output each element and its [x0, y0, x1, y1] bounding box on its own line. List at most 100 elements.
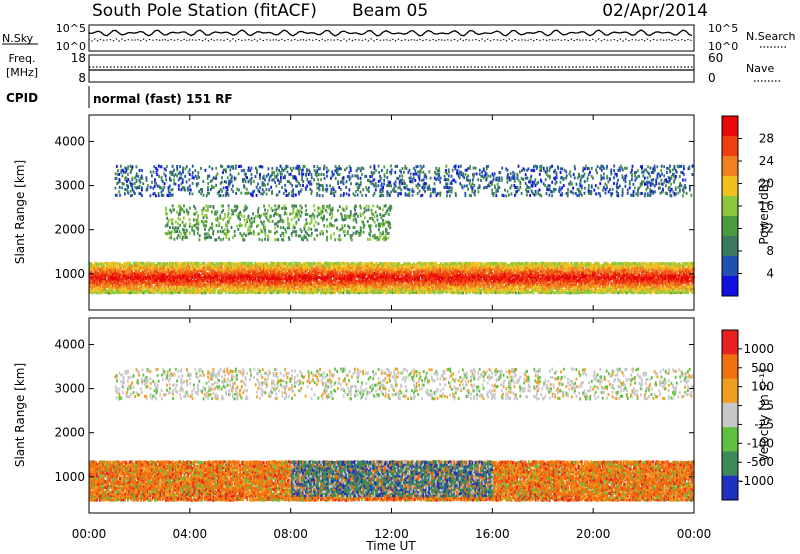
echo-cell — [175, 286, 178, 290]
echo-cell — [136, 291, 139, 295]
echo-cell — [144, 277, 146, 280]
echo-cell — [127, 271, 129, 275]
echo-cell — [416, 264, 419, 268]
echo-cell — [166, 269, 169, 273]
echo-cell — [112, 275, 114, 279]
echo-cell — [175, 289, 177, 293]
echo-cell — [292, 275, 294, 279]
echo-cell — [167, 285, 170, 289]
echo-cell — [136, 275, 139, 279]
echo-cell — [147, 290, 150, 294]
echo-cell — [111, 268, 114, 272]
echo-cell — [92, 273, 94, 277]
power-data — [89, 164, 695, 295]
echo-cell — [145, 289, 148, 292]
echo-cell — [107, 287, 110, 290]
echo-cell — [380, 262, 383, 265]
echo-cell — [100, 281, 103, 285]
echo-cell — [91, 265, 93, 269]
echo-cell — [131, 279, 134, 282]
echo-cell — [90, 287, 93, 291]
echo-cell — [104, 291, 107, 295]
echo-cell — [110, 271, 113, 275]
echo-cell — [125, 281, 128, 285]
echo-cell — [145, 285, 148, 289]
echo-cell — [99, 273, 102, 277]
echo-cell — [468, 281, 471, 285]
echo-cell — [131, 264, 134, 268]
echo-cell — [98, 274, 100, 278]
echo-cell — [127, 268, 130, 272]
echo-cell — [182, 281, 185, 285]
echo-cell — [105, 268, 107, 272]
echo-cell — [145, 276, 148, 279]
echo-cell — [170, 287, 173, 290]
echo-cell — [93, 267, 96, 271]
echo-cell — [121, 275, 124, 279]
echo-cell — [166, 283, 168, 287]
echo-cell — [162, 267, 165, 271]
echo-cell — [162, 272, 165, 276]
echo-cell — [238, 262, 241, 266]
echo-cell — [143, 275, 146, 279]
chart-title: South Pole Station (fitACF) — [92, 1, 317, 21]
echo-cell — [152, 287, 154, 291]
echo-cell — [169, 285, 171, 289]
echo-cell — [131, 291, 133, 295]
echo-cell — [113, 275, 115, 279]
echo-cell — [128, 272, 131, 276]
echo-cell — [174, 287, 177, 291]
echo-cell — [92, 289, 95, 293]
echo-cell — [107, 273, 110, 277]
echo-cell — [522, 268, 524, 272]
echo-cell — [507, 287, 510, 291]
echo-cell — [159, 269, 161, 273]
echo-cell — [91, 291, 94, 295]
echo-cell — [131, 289, 134, 293]
echo-cell — [125, 288, 128, 292]
echo-cell — [102, 285, 104, 289]
echo-cell — [517, 291, 520, 295]
echo-cell — [151, 287, 153, 291]
echo-cell — [247, 281, 250, 285]
echo-cell — [133, 263, 136, 267]
echo-cell — [556, 262, 559, 266]
echo-cell — [123, 267, 125, 271]
echo-cell — [110, 275, 112, 279]
freq-panel-frame — [88, 54, 695, 83]
echo-cell — [117, 283, 120, 287]
echo-cell — [173, 279, 176, 283]
echo-cell — [138, 265, 140, 269]
echo-cell — [115, 273, 118, 277]
echo-cell — [111, 266, 114, 270]
echo-cell — [173, 277, 175, 281]
echo-cell — [443, 274, 446, 278]
echo-cell — [141, 261, 144, 265]
echo-cell — [97, 282, 100, 286]
echo-cell — [118, 270, 121, 274]
echo-cell — [129, 270, 132, 274]
echo-cell — [526, 266, 528, 270]
echo-cell — [141, 266, 144, 270]
echo-cell — [105, 273, 108, 277]
echo-cell — [95, 266, 97, 270]
echo-cell — [336, 273, 339, 277]
echo-cell — [554, 267, 556, 271]
echo-cell — [144, 273, 146, 277]
echo-cell — [134, 266, 136, 270]
echo-cell — [128, 270, 131, 273]
echo-cell — [107, 285, 110, 288]
echo-cell — [521, 262, 524, 266]
echo-cell — [115, 268, 118, 272]
echo-cell — [156, 281, 159, 285]
echo-cell — [156, 279, 158, 283]
echo-cell — [104, 283, 107, 287]
echo-cell — [117, 286, 119, 290]
echo-cell — [130, 265, 132, 269]
echo-cell — [150, 283, 153, 287]
sky-panel-frame — [88, 24, 695, 52]
echo-cell — [302, 262, 304, 266]
echo-cell — [101, 264, 104, 268]
echo-cell — [149, 275, 152, 279]
echo-cell — [123, 273, 125, 277]
